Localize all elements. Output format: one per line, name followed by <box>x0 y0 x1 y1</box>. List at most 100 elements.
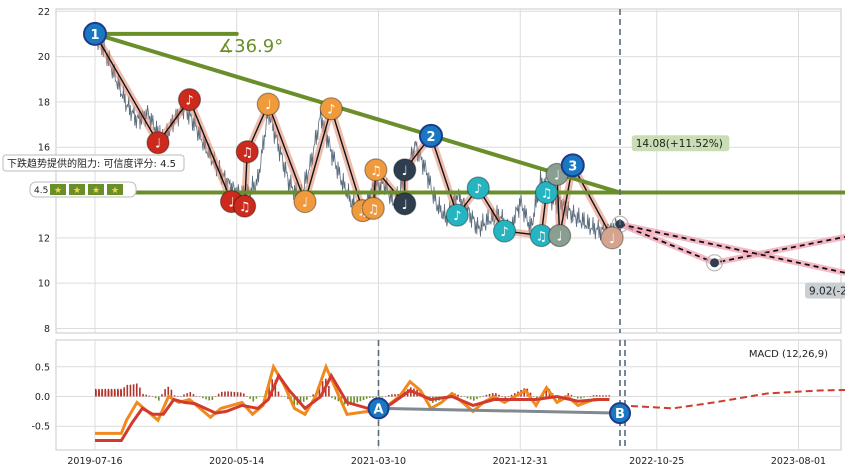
zigzag-marker-label: ♫ <box>535 230 547 245</box>
macd-hist-bar <box>331 396 333 398</box>
macd-hist-bar <box>583 396 585 398</box>
macd-hist-bar <box>369 396 371 398</box>
macd-hist-bar <box>202 396 204 399</box>
macd-hist-bar <box>504 396 507 398</box>
rating-star <box>50 184 66 195</box>
x-tick-label: 2022-10-25 <box>629 456 684 467</box>
zigzag-marker-circle <box>560 153 585 178</box>
macd-hist-bar <box>460 395 462 397</box>
zigzag-marker: ♩ <box>293 189 317 214</box>
zigzag-marker-label: ♫ <box>357 205 369 220</box>
macd-hist-bar <box>236 392 239 397</box>
macd-panel-frame <box>55 339 842 451</box>
x-tick-label: 2021-03-10 <box>351 456 406 467</box>
macd-hist-bar <box>372 396 374 398</box>
macd-hist-bar <box>208 396 210 401</box>
macd-hist-bar <box>186 393 188 397</box>
macd-hist-bar <box>491 393 494 397</box>
zigzag-marker-circle <box>364 158 388 182</box>
x-tick-label: 2019-07-16 <box>67 456 122 467</box>
macd-hist-bar <box>381 396 384 398</box>
macd-hist-bar <box>387 394 390 397</box>
macd-hist-bar <box>513 393 516 397</box>
macd-hist-bar <box>353 396 355 404</box>
divergence-marker-circle <box>367 397 390 420</box>
macd-hist-bar <box>507 396 510 397</box>
macd-hist-bar <box>334 396 336 400</box>
macd-hist-bar <box>466 396 469 399</box>
macd-hist-bar <box>95 390 97 397</box>
zigzag-marker-circle <box>233 194 257 218</box>
trend-line <box>93 31 622 195</box>
macd-hist-bar <box>180 396 182 397</box>
price-markers: 1♩♪♩♫♫♩♩♪♫♫♫♩♩2♪♪♪♫♫♩♩3♩ <box>83 21 624 250</box>
price-panel: 222018161412108 1♩♪♩♫♫♩♩♪♫♫♫♩♩2♪♪♪♫♫♩♩3♩… <box>38 7 845 335</box>
macd-hist-bar <box>261 396 264 397</box>
zigzag-marker: ♪ <box>492 219 517 243</box>
macd-hist-bar <box>148 395 151 397</box>
macd-hist-bar <box>532 396 535 397</box>
price-y-tick: 12 <box>38 233 50 244</box>
zigzag-marker-label: ♫ <box>541 187 553 202</box>
macd-hist-bar <box>595 395 598 397</box>
macd-hist-bar <box>268 383 270 397</box>
rating-star <box>107 184 123 195</box>
macd-hist-bar <box>394 394 396 397</box>
forecast-node <box>705 254 724 272</box>
macd-hist-bar <box>479 396 481 398</box>
macd-y-axis: 0.5 0.0 -0.5 <box>31 362 50 432</box>
macd-hist-bar <box>277 391 280 397</box>
macd-hist-bar <box>309 396 311 398</box>
x-axis: 2019-07-16 2020-05-14 2021-03-10 2021-12-31… <box>67 456 826 467</box>
zigzag-marker-circle <box>393 192 417 216</box>
macd-hist-bar <box>384 396 387 397</box>
zigzag-marker-circle <box>534 180 559 205</box>
zigzag-marker-label: ♫ <box>239 200 251 215</box>
macd-hist-bar <box>107 390 110 397</box>
macd-hist-bar <box>293 396 296 405</box>
macd-hist-bar <box>123 387 125 397</box>
macd-hist-bar <box>227 391 229 397</box>
divergence-marker: A <box>367 397 390 420</box>
macd-hist-bar <box>287 396 289 400</box>
macd-hist-bar <box>158 396 160 401</box>
macd-hist-bar <box>337 396 340 402</box>
macd-y-tick: 0.5 <box>35 362 50 373</box>
divergence-marker-circle <box>609 402 631 425</box>
macd-hist-bar <box>605 395 607 397</box>
macd-hist-bar <box>142 393 144 397</box>
macd-hist-bar <box>375 396 377 398</box>
divergence-marker: B <box>609 402 631 425</box>
zigzag-marker: ♩ <box>393 192 417 216</box>
zigzag-marker: 2 <box>419 123 443 148</box>
divergence-line <box>378 406 621 415</box>
zigzag-marker-circle <box>600 226 624 250</box>
macd-hist-bar <box>469 396 472 400</box>
macd-hist-bar <box>249 396 251 399</box>
macd-hist-bar <box>189 392 192 397</box>
zigzag-marker-circle <box>177 88 202 112</box>
zigzag-marker-label: 1 <box>90 28 99 43</box>
macd-hist-bar <box>608 395 611 397</box>
macd-hist-bar <box>280 395 283 397</box>
rating-star <box>69 184 85 195</box>
macd-hist-bar <box>255 396 258 399</box>
macd-hist-bar <box>151 396 154 397</box>
macd-hist-bar <box>359 396 362 402</box>
macd-hist-bar <box>573 396 576 397</box>
zigzag-marker-label: ♩ <box>554 168 560 183</box>
macd-hist-bar <box>599 395 601 397</box>
zigzag-marker-circle <box>466 176 490 200</box>
macd-y-tick: 0.0 <box>35 392 50 403</box>
macd-hist-bar <box>495 393 497 397</box>
macd-hist-bar <box>120 390 122 397</box>
macd-hist-bar <box>488 393 491 397</box>
macd-hist-bar <box>274 380 277 397</box>
zigzag-marker-label: ♪ <box>500 225 508 240</box>
zigzag-marker-circle <box>361 196 385 220</box>
macd-hist-bar <box>473 396 475 401</box>
zigzag-marker: ♫ <box>534 180 559 205</box>
macd-hist-bar <box>321 381 324 397</box>
zigzag-marker-label: ♪ <box>185 94 193 109</box>
